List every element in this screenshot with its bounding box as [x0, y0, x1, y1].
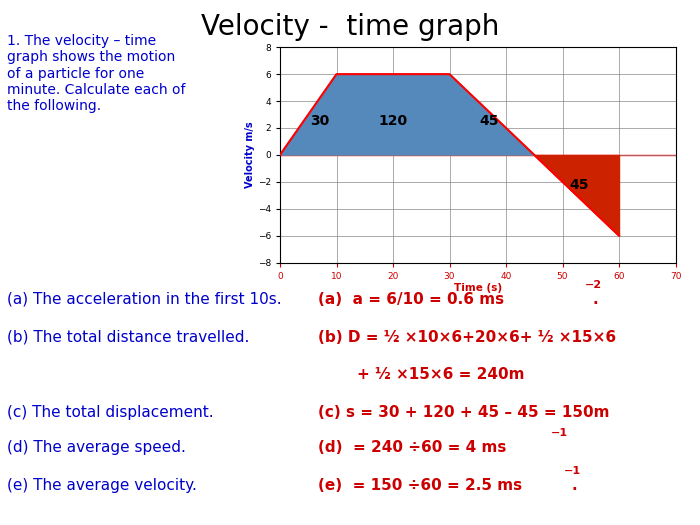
Text: .: . [572, 478, 578, 493]
Text: 45: 45 [480, 114, 499, 128]
Text: −1: −1 [564, 466, 581, 477]
Text: (c) The total displacement.: (c) The total displacement. [7, 405, 214, 420]
Text: −2: −2 [585, 280, 602, 290]
Text: (e) The average velocity.: (e) The average velocity. [7, 478, 197, 493]
Text: (e)  = 150 ÷60 = 2.5 ms: (e) = 150 ÷60 = 2.5 ms [318, 478, 523, 493]
Text: Velocity -  time graph: Velocity - time graph [201, 13, 499, 41]
Text: 1. The velocity – time
graph shows the motion
of a particle for one
minute. Calc: 1. The velocity – time graph shows the m… [7, 34, 186, 113]
Text: (c) s = 30 + 120 + 45 – 45 = 150m: (c) s = 30 + 120 + 45 – 45 = 150m [318, 405, 610, 420]
Text: (a)  a = 6/10 = 0.6 ms: (a) a = 6/10 = 0.6 ms [318, 292, 505, 307]
Text: + ½ ×15×6 = 240m: + ½ ×15×6 = 240m [357, 367, 524, 382]
Text: −1: −1 [551, 428, 568, 438]
Text: 120: 120 [379, 114, 407, 128]
Y-axis label: Velocity m/s: Velocity m/s [245, 122, 255, 188]
Polygon shape [534, 155, 619, 236]
X-axis label: Time (s): Time (s) [454, 284, 502, 293]
Text: 30: 30 [310, 114, 329, 128]
Text: 45: 45 [570, 177, 589, 192]
Text: (a) The acceleration in the first 10s.: (a) The acceleration in the first 10s. [7, 292, 281, 307]
Text: .: . [593, 292, 598, 307]
Text: (d)  = 240 ÷60 = 4 ms: (d) = 240 ÷60 = 4 ms [318, 440, 507, 455]
Text: (b) The total distance travelled.: (b) The total distance travelled. [7, 330, 249, 345]
Text: (b) D = ½ ×10×6+20×6+ ½ ×15×6: (b) D = ½ ×10×6+20×6+ ½ ×15×6 [318, 330, 617, 345]
Polygon shape [280, 74, 534, 155]
Text: (d) The average speed.: (d) The average speed. [7, 440, 186, 455]
